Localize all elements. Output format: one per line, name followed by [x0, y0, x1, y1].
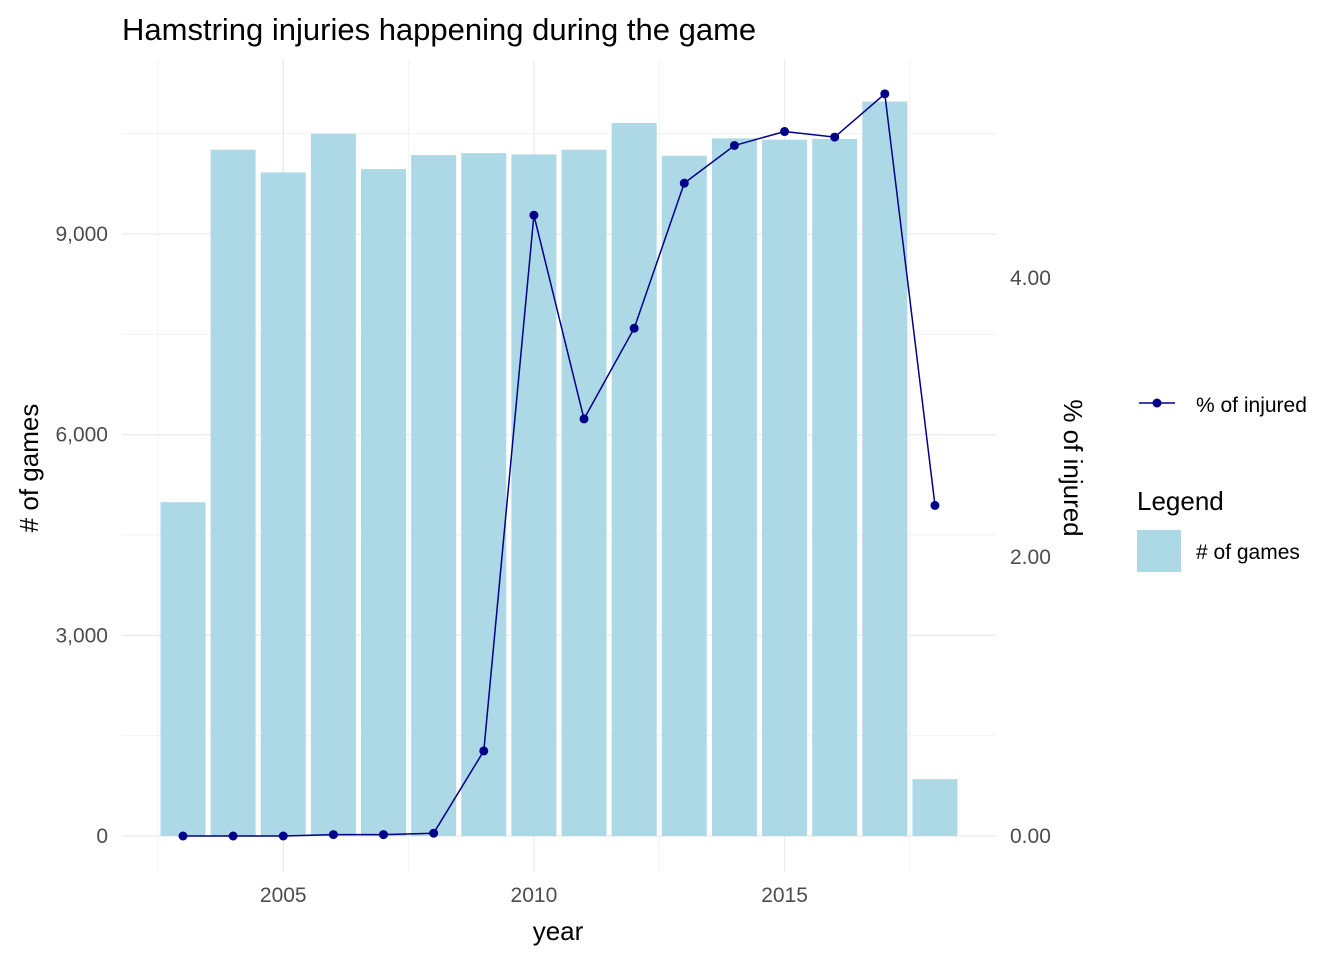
- point-2010: [529, 210, 539, 220]
- point-2004: [228, 831, 238, 841]
- x-axis-title: year: [533, 916, 584, 946]
- y-right-tick-label: 2.00: [1010, 546, 1051, 569]
- point-2014: [729, 140, 739, 150]
- legend-point-swatch: [1152, 398, 1162, 408]
- point-2013: [679, 178, 689, 188]
- bar-series: [160, 101, 958, 837]
- x-axis-ticks: 2005 2010 2015: [260, 884, 808, 907]
- y-right-axis-title: % of injured: [1058, 399, 1088, 536]
- bar-2004: [210, 149, 256, 837]
- bar-2018: [912, 779, 958, 836]
- point-2017: [880, 89, 890, 99]
- bar-2006: [310, 133, 356, 836]
- legend-line-label: % of injured: [1196, 394, 1307, 417]
- legend: % of injured Legend # of games: [1137, 394, 1307, 572]
- line-series: [183, 92, 936, 837]
- point-2015: [780, 127, 790, 137]
- point-2018: [930, 500, 940, 510]
- legend-bar-key: # of games: [1137, 530, 1300, 572]
- point-2009: [479, 746, 489, 756]
- y-left-axis-title: # of games: [14, 404, 44, 533]
- line-points: [178, 89, 940, 841]
- bar-2010: [511, 154, 557, 836]
- legend-bar-swatch: [1137, 530, 1181, 572]
- injury-line: [183, 92, 936, 837]
- bar-2014: [711, 138, 757, 837]
- bar-2016: [812, 139, 858, 837]
- point-2003: [178, 831, 188, 841]
- legend-bar-label: # of games: [1196, 541, 1300, 564]
- x-tick-label: 2010: [511, 884, 558, 907]
- chart-title: Hamstring injuries happening during the …: [122, 12, 756, 47]
- y-right-axis-ticks: 0.00 2.00 4.00: [1010, 267, 1051, 848]
- legend-title: Legend: [1137, 486, 1224, 516]
- point-2011: [579, 414, 589, 424]
- bar-2017: [862, 101, 908, 836]
- y-left-tick-label: 0: [96, 825, 108, 848]
- bar-2009: [461, 153, 507, 836]
- bar-2007: [361, 169, 407, 836]
- y-left-tick-label: 3,000: [55, 624, 108, 647]
- point-2016: [830, 132, 840, 142]
- x-tick-label: 2015: [761, 884, 808, 907]
- bar-2012: [611, 122, 657, 836]
- x-tick-label: 2005: [260, 884, 307, 907]
- point-2012: [629, 323, 639, 333]
- legend-line-key: % of injured: [1139, 394, 1307, 417]
- y-left-tick-label: 6,000: [55, 424, 108, 447]
- point-2005: [278, 831, 288, 841]
- y-right-tick-label: 0.00: [1010, 825, 1051, 848]
- point-2006: [328, 830, 338, 840]
- bar-2011: [561, 149, 607, 837]
- bar-2005: [260, 172, 306, 836]
- bar-2013: [661, 155, 707, 837]
- point-2008: [429, 828, 439, 838]
- y-right-tick-label: 4.00: [1010, 267, 1051, 290]
- bar-2003: [160, 502, 206, 836]
- bar-2015: [762, 139, 808, 837]
- y-left-axis-ticks: 0 3,000 6,000 9,000: [55, 223, 108, 848]
- y-left-tick-label: 9,000: [55, 223, 108, 246]
- bar-2008: [411, 155, 457, 836]
- point-2007: [379, 830, 389, 840]
